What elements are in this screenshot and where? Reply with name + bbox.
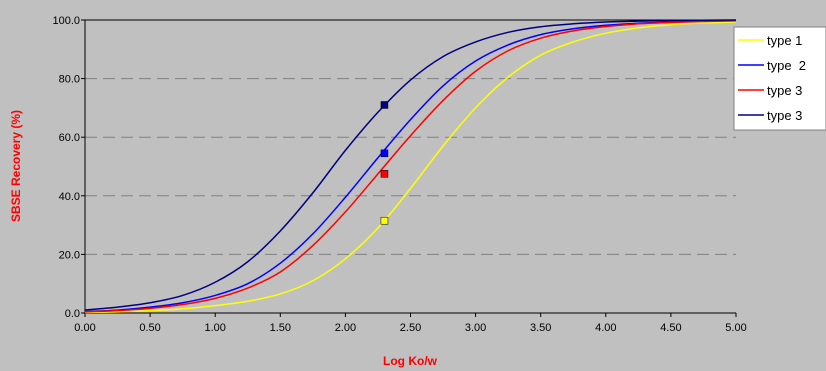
x-tick-label: 1.50: [270, 322, 291, 334]
series-markers: [380, 101, 389, 225]
y-tick-label: 40.0: [59, 191, 80, 203]
x-tick-label: 1.00: [204, 322, 225, 334]
legend-label-3: type 3: [767, 83, 802, 98]
series-marker-2: [380, 149, 389, 158]
legend-box: [733, 26, 826, 131]
y-tick-label: 60.0: [59, 132, 80, 144]
x-axis-title: Log Ko/w: [383, 354, 438, 368]
y-tick-label: 0.0: [65, 308, 80, 320]
series-marker-3: [380, 170, 389, 178]
legend-label-4: type 3: [767, 108, 802, 123]
x-tick-label: 0.50: [139, 322, 160, 334]
series-marker-4: [380, 101, 389, 109]
legend-label-2: type 2: [767, 58, 806, 73]
x-tick-label: 2.50: [400, 322, 421, 334]
x-tick-label: 4.00: [595, 322, 616, 334]
x-tick-label: 0.00: [74, 322, 95, 334]
series-lines: [84, 19, 737, 314]
x-tick-label: 3.00: [465, 322, 486, 334]
series-line-4: [84, 19, 737, 311]
y-tick-label: 80.0: [59, 74, 80, 86]
legend-label-1: type 1: [767, 33, 802, 48]
plot-area: [85, 20, 736, 313]
x-tick-label: 2.00: [335, 322, 356, 334]
legend: type 1 type 2 type 3 type 3: [733, 26, 826, 131]
x-tick-label: 3.50: [530, 322, 551, 334]
y-axis-title: SBSE Recovery (%): [9, 110, 23, 222]
x-tick-label: 4.50: [660, 322, 681, 334]
tick-labels: 0.0 20.0 40.0 60.0 80.0 100.0 0.00 0.50 1.00 1.50…: [52, 15, 746, 334]
series-marker-1: [380, 216, 389, 225]
x-tick-label: 5.00: [725, 322, 746, 334]
y-tick-label: 100.0: [52, 15, 80, 27]
series-line-3: [84, 20, 737, 313]
series-line-1: [84, 21, 737, 314]
y-tick-label: 20.0: [59, 249, 80, 261]
